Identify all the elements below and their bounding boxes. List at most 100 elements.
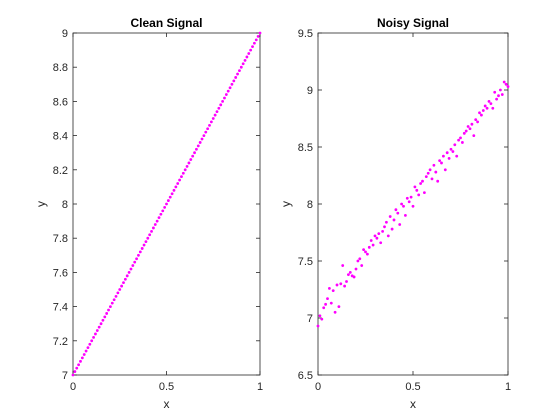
y-tick-label: 9 bbox=[62, 28, 68, 40]
data-point bbox=[402, 204, 405, 208]
data-point bbox=[189, 158, 193, 161]
data-point bbox=[238, 69, 241, 73]
data-point bbox=[333, 310, 337, 314]
data-point bbox=[341, 264, 345, 267]
data-point bbox=[367, 245, 371, 249]
data-point bbox=[234, 76, 238, 79]
data-point bbox=[213, 113, 217, 117]
y-tick-label: 7 bbox=[62, 370, 68, 382]
data-point bbox=[71, 373, 75, 377]
data-point bbox=[176, 182, 180, 185]
data-point bbox=[249, 48, 253, 52]
data-point bbox=[75, 366, 79, 370]
data-point bbox=[432, 163, 436, 167]
data-point bbox=[118, 288, 122, 291]
data-point bbox=[348, 271, 352, 274]
data-point bbox=[226, 89, 230, 93]
data-point bbox=[462, 131, 466, 135]
data-point bbox=[504, 82, 508, 86]
data-point bbox=[415, 188, 419, 192]
data-point bbox=[112, 298, 116, 302]
data-point bbox=[419, 182, 422, 185]
data-point bbox=[193, 151, 196, 155]
data-point bbox=[144, 240, 148, 244]
data-point bbox=[461, 141, 464, 144]
data-point bbox=[223, 96, 226, 100]
data-point bbox=[331, 289, 335, 293]
data-point bbox=[228, 86, 232, 90]
data-point bbox=[426, 171, 430, 175]
data-point bbox=[187, 161, 191, 165]
data-point bbox=[122, 281, 125, 285]
data-point bbox=[405, 196, 409, 200]
data-point bbox=[506, 85, 510, 88]
data-point bbox=[243, 58, 247, 62]
data-point bbox=[364, 250, 367, 254]
data-point bbox=[153, 223, 157, 226]
data-point bbox=[140, 247, 144, 250]
data-point bbox=[394, 208, 398, 212]
y-tick-label: 7.2 bbox=[53, 336, 68, 348]
data-point bbox=[360, 264, 364, 267]
data-point bbox=[178, 178, 181, 182]
data-point bbox=[447, 157, 451, 160]
data-point bbox=[170, 192, 174, 196]
data-point bbox=[245, 55, 249, 59]
data-point bbox=[366, 252, 369, 256]
data-point bbox=[483, 104, 487, 108]
data-point bbox=[73, 370, 77, 373]
data-point bbox=[150, 229, 153, 233]
data-point bbox=[185, 164, 189, 168]
data-point bbox=[166, 199, 170, 202]
data-point bbox=[206, 127, 210, 131]
data-point bbox=[474, 118, 478, 122]
data-point bbox=[434, 170, 438, 174]
data-point bbox=[123, 277, 127, 281]
data-point bbox=[127, 271, 131, 274]
data-point bbox=[82, 353, 86, 356]
data-point bbox=[131, 264, 135, 267]
data-point bbox=[138, 250, 142, 254]
data-point bbox=[241, 62, 245, 66]
data-point bbox=[107, 308, 110, 312]
data-point bbox=[500, 93, 504, 96]
data-point bbox=[383, 225, 386, 229]
data-point bbox=[369, 239, 373, 242]
data-point bbox=[442, 154, 445, 158]
data-point bbox=[146, 236, 150, 240]
data-point bbox=[256, 35, 260, 38]
y-tick-label: 7.4 bbox=[53, 302, 68, 314]
data-point bbox=[328, 286, 331, 290]
data-point bbox=[421, 179, 424, 183]
data-point bbox=[135, 257, 138, 261]
data-point bbox=[247, 52, 251, 55]
x-axis-label: x bbox=[410, 397, 416, 411]
data-point bbox=[88, 342, 92, 346]
data-point bbox=[502, 80, 506, 84]
data-point bbox=[464, 129, 468, 133]
data-point bbox=[142, 243, 146, 247]
y-tick-label: 6.5 bbox=[298, 370, 313, 382]
data-point bbox=[232, 79, 236, 83]
data-point bbox=[468, 127, 472, 131]
data-point bbox=[430, 177, 434, 181]
data-point bbox=[92, 335, 95, 339]
subplot-noisy-signal: 0 0.5 1 6.5 7 7.5 8 8.5 9 9.5 Noisy Signal x y bbox=[279, 16, 511, 411]
data-point bbox=[77, 363, 81, 367]
data-point bbox=[443, 168, 447, 172]
data-point bbox=[103, 315, 107, 319]
data-point bbox=[404, 214, 407, 217]
data-point bbox=[318, 314, 322, 318]
data-point bbox=[217, 106, 221, 110]
data-point bbox=[152, 226, 155, 230]
y-tick-label: 9.5 bbox=[298, 28, 313, 40]
data-point bbox=[90, 339, 94, 343]
data-point bbox=[377, 232, 381, 236]
data-point bbox=[161, 209, 165, 213]
y-tick-label: 8 bbox=[62, 199, 68, 211]
data-point bbox=[472, 134, 476, 138]
data-point bbox=[320, 317, 324, 321]
data-point bbox=[101, 318, 105, 322]
x-tick-label: 0 bbox=[70, 381, 76, 393]
